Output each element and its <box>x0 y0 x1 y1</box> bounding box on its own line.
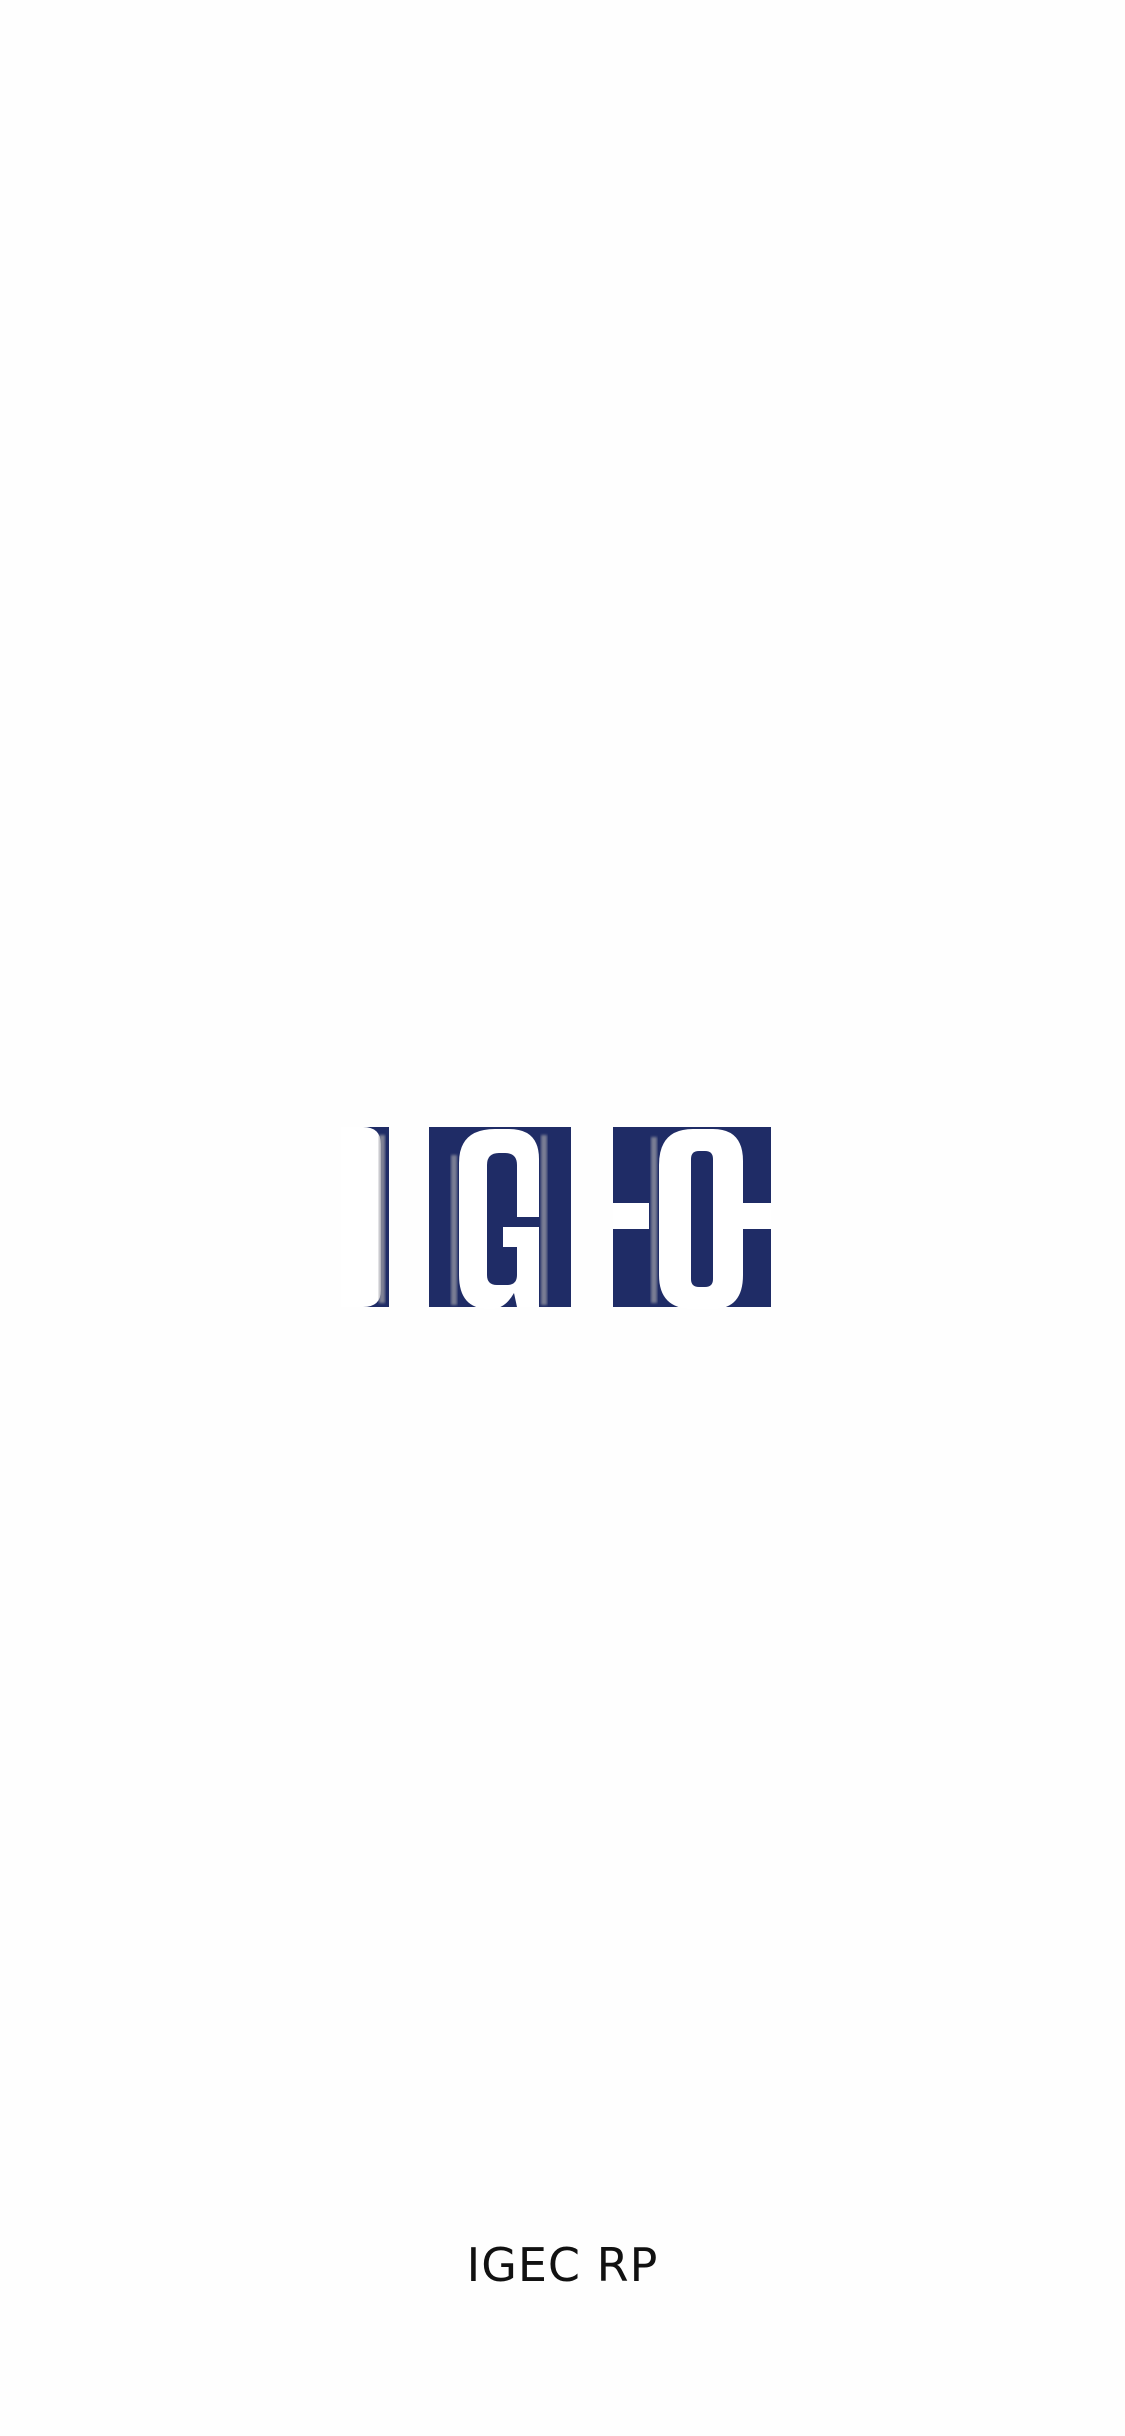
igec-logo <box>341 1125 771 1310</box>
app-name: IGEC RP <box>466 2238 659 2292</box>
